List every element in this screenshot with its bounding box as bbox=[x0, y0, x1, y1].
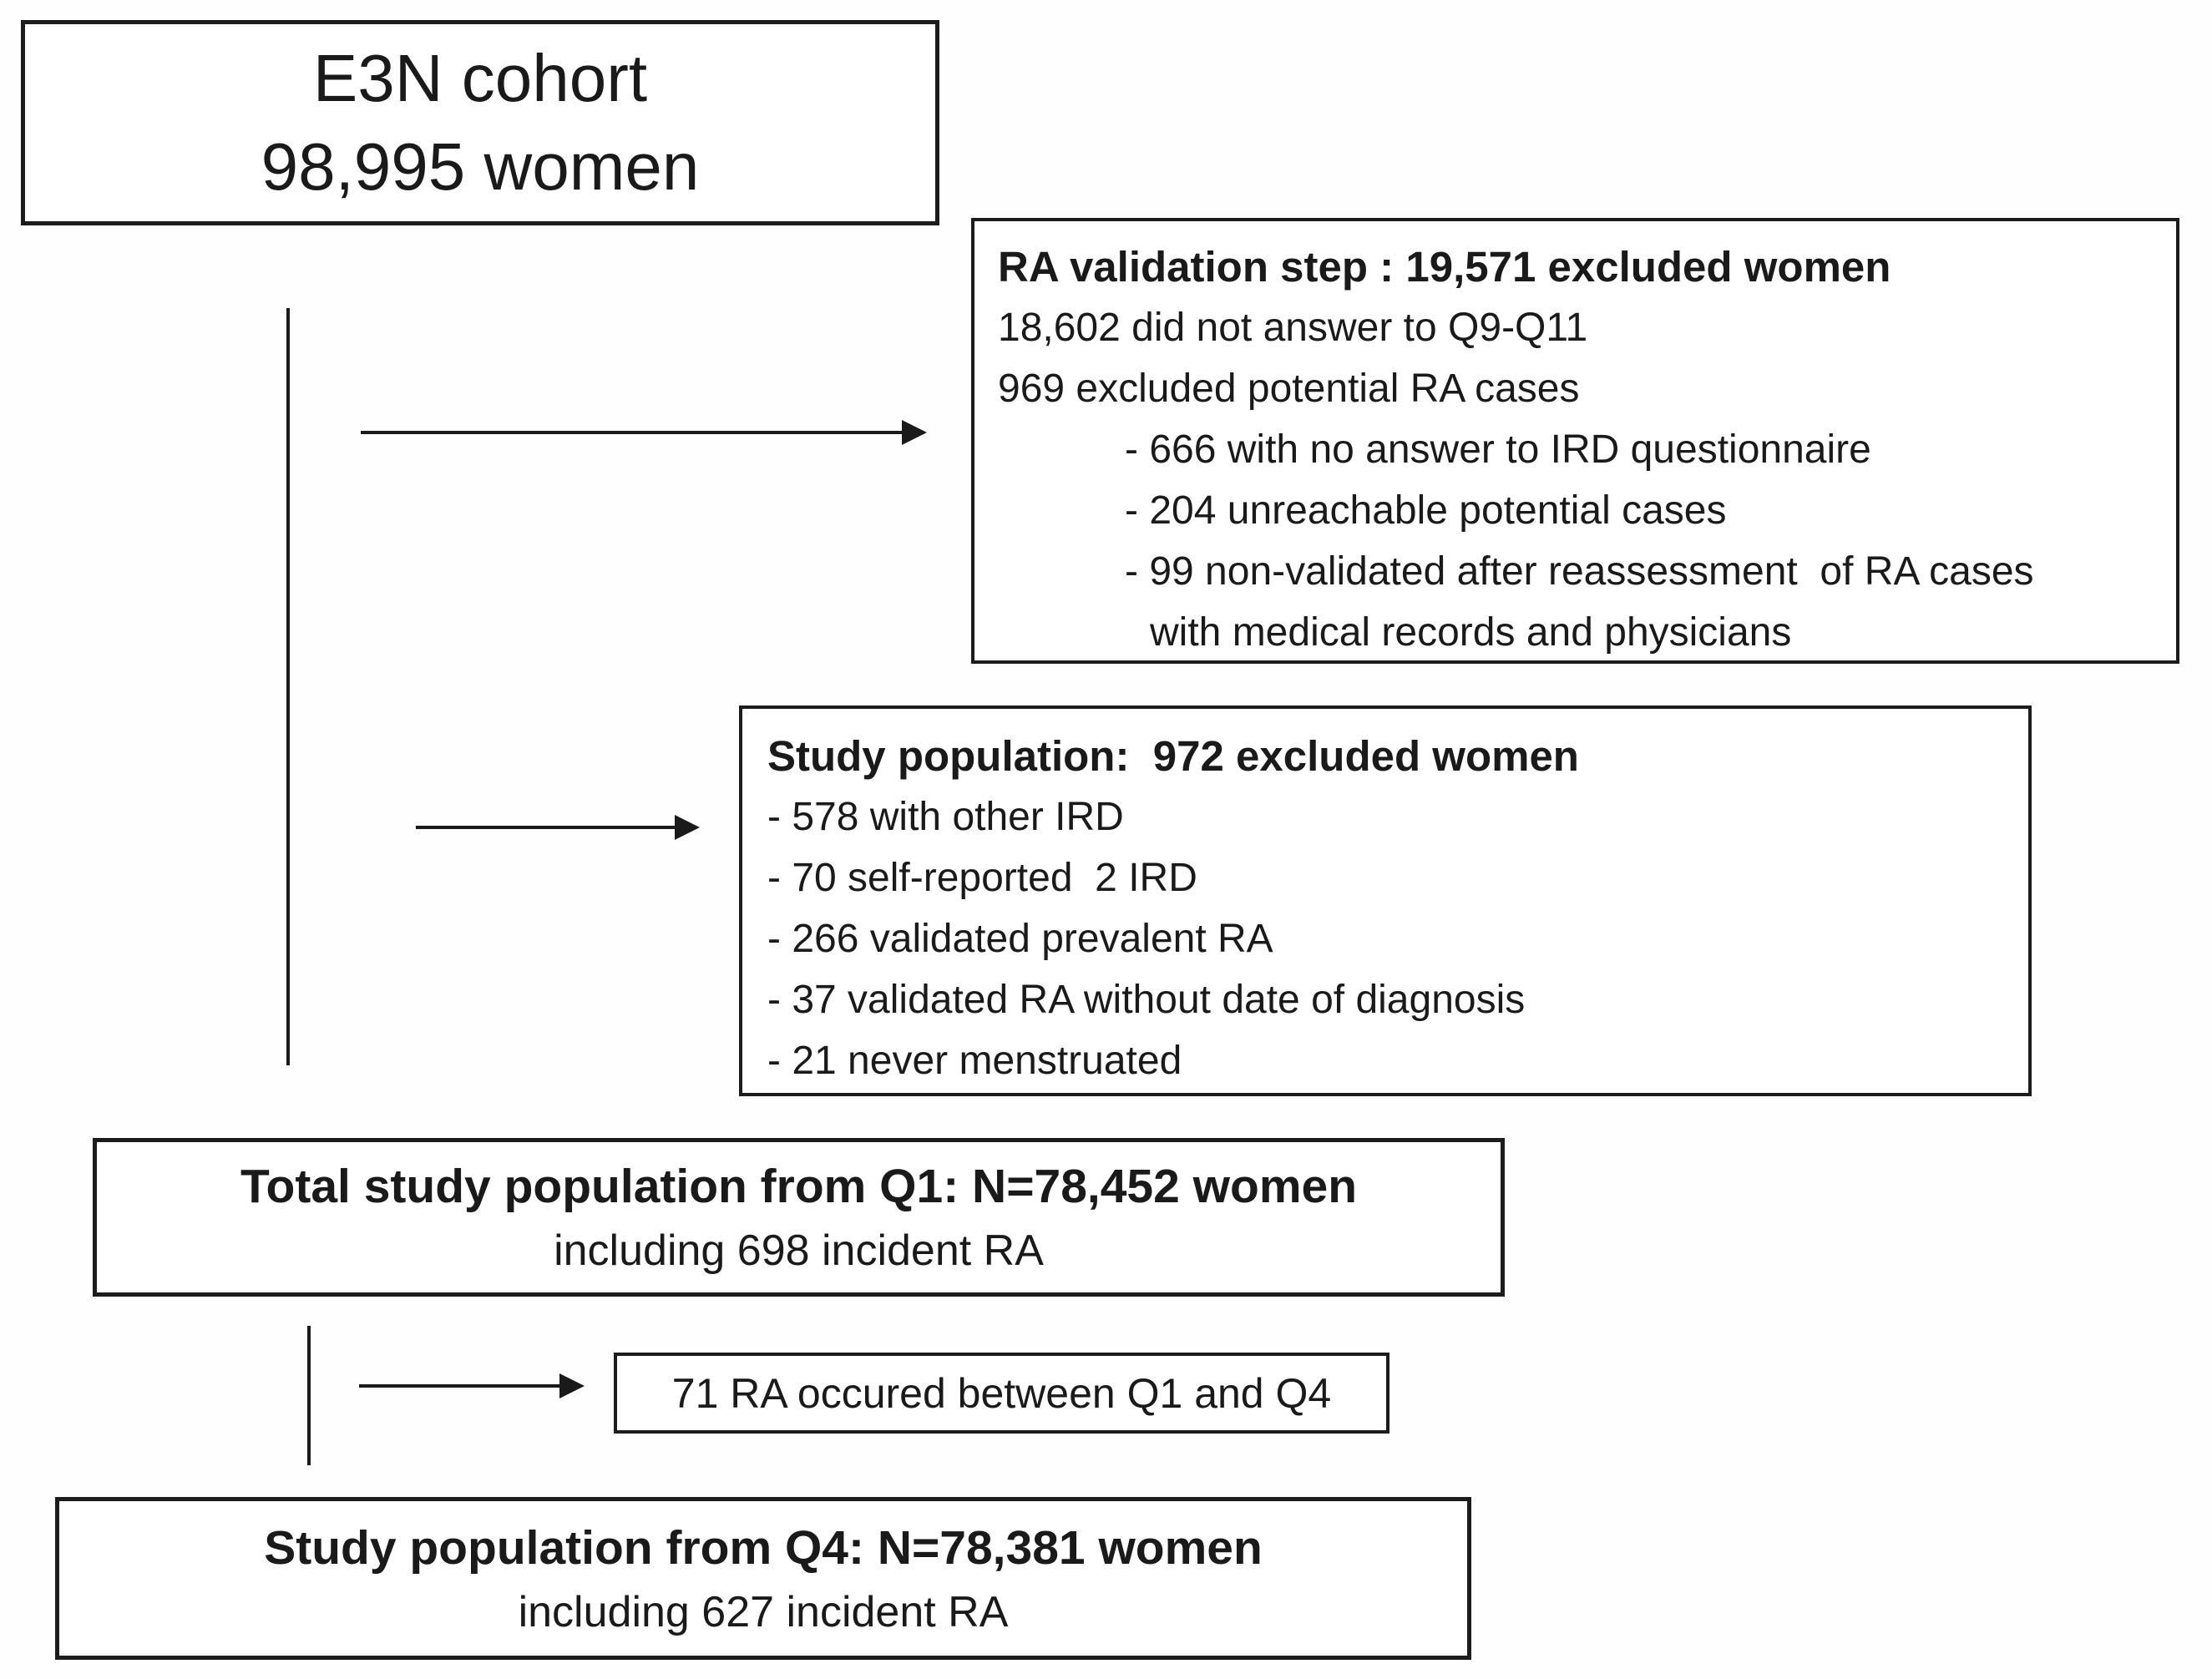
ra-validation-row: 18,602 did not answer to Q9-Q11 bbox=[998, 306, 1588, 350]
arrow-to-study-population-head bbox=[675, 815, 700, 840]
arrow-to-ra-validation-head bbox=[902, 420, 927, 445]
between-q1-q4-label: 71 RA occured between Q1 and Q4 bbox=[671, 1369, 1332, 1417]
ra-validation-box: RA validation step : 19,571 excluded wom… bbox=[971, 218, 2179, 664]
ra-validation-subrow-continuation: with medical records and physicians bbox=[1150, 610, 1792, 655]
between-q1-q4-box: 71 RA occured between Q1 and Q4 bbox=[614, 1353, 1389, 1434]
total-q1-subtitle: including 698 incident RA bbox=[554, 1226, 1044, 1275]
cohort-title: E3N cohort bbox=[312, 41, 648, 115]
ra-validation-title: RA validation step : 19,571 excluded wom… bbox=[998, 243, 1891, 291]
ra-validation-row: 969 excluded potential RA cases bbox=[998, 367, 1580, 411]
study-population-row: - 21 never menstruated bbox=[767, 1039, 1182, 1083]
arrow-to-between-box-shaft bbox=[359, 1384, 561, 1388]
total-q1-box: Total study population from Q1: N=78,452… bbox=[93, 1138, 1505, 1297]
study-population-row: - 70 self-reported 2 IRD bbox=[767, 856, 1197, 900]
study-population-row: - 37 validated RA without date of diagno… bbox=[767, 978, 1526, 1022]
arrow-to-between-box-head bbox=[559, 1373, 585, 1398]
ra-validation-subrow: - 666 with no answer to IRD questionnair… bbox=[1125, 427, 1871, 472]
study-population-row: - 578 with other IRD bbox=[767, 795, 1124, 839]
total-q1-title: Total study population from Q1: N=78,452… bbox=[240, 1160, 1358, 1213]
main-flow-line bbox=[286, 308, 290, 1065]
cohort-box: E3N cohort 98,995 women bbox=[21, 20, 939, 225]
study-population-row: - 266 validated prevalent RA bbox=[767, 917, 1273, 961]
q4-box: Study population from Q4: N=78,381 women… bbox=[55, 1497, 1471, 1660]
q4-subtitle: including 627 incident RA bbox=[518, 1587, 1009, 1636]
lower-flow-line bbox=[307, 1326, 311, 1465]
study-population-exclusion-box: Study population: 972 excluded women - 5… bbox=[739, 705, 2032, 1096]
arrow-to-ra-validation-shaft bbox=[361, 431, 904, 434]
ra-validation-subrow: - 204 unreachable potential cases bbox=[1125, 488, 1727, 533]
ra-validation-subrow: - 99 non-validated after reassessment of… bbox=[1125, 549, 2034, 594]
cohort-count: 98,995 women bbox=[261, 129, 700, 204]
q4-title: Study population from Q4: N=78,381 women bbox=[264, 1520, 1263, 1575]
study-population-title: Study population: 972 excluded women bbox=[767, 732, 1579, 780]
arrow-to-study-population-shaft bbox=[416, 826, 676, 829]
